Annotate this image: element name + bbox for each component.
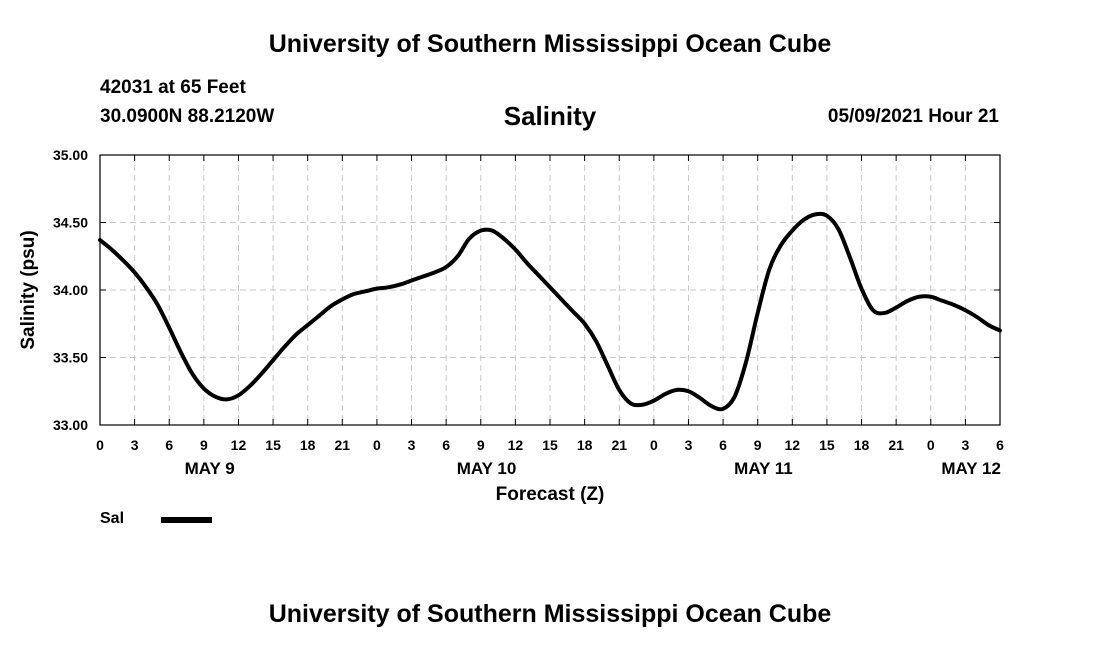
day-label: MAY 12 [941, 459, 1001, 478]
x-tick-label: 9 [754, 437, 762, 453]
x-tick-label: 18 [577, 437, 593, 453]
x-tick-label: 21 [888, 437, 904, 453]
x-tick-label: 9 [477, 437, 485, 453]
y-tick-label: 34.50 [53, 215, 88, 231]
x-tick-label: 9 [200, 437, 208, 453]
x-tick-label: 0 [373, 437, 381, 453]
y-tick-labels: 33.00 33.50 34.00 34.50 35.00 [53, 147, 88, 433]
footer-title: University of Southern Mississippi Ocean… [268, 600, 832, 628]
chart-title: Salinity [503, 101, 597, 131]
series-line-sal [98, 211, 1002, 412]
day-label: MAY 10 [457, 459, 517, 478]
x-tick-label: 0 [650, 437, 658, 453]
x-tick-label: 21 [611, 437, 627, 453]
x-axis-label: Forecast (Z) [496, 484, 605, 505]
x-tick-label: 12 [785, 437, 801, 453]
x-tick-label: 0 [927, 437, 935, 453]
day-labels: MAY 9 MAY 10 MAY 11 MAY 12 [185, 459, 1001, 478]
station-label: 42031 at 65 Feet [100, 77, 246, 98]
page-title: University of Southern Mississippi Ocean… [268, 30, 832, 58]
x-tick-label: 18 [854, 437, 870, 453]
day-label: MAY 11 [734, 459, 793, 478]
day-label: MAY 9 [185, 459, 235, 478]
y-tick-label: 34.00 [53, 282, 88, 298]
x-tick-label: 6 [442, 437, 450, 453]
x-tick-label: 6 [165, 437, 173, 453]
x-tick-label: 12 [508, 437, 524, 453]
legend-label: Sal [100, 510, 125, 527]
x-tick-label: 21 [335, 437, 351, 453]
x-tick-label: 0 [96, 437, 104, 453]
x-tick-label: 3 [685, 437, 693, 453]
grid-lines [100, 155, 1000, 425]
x-tick-label: 3 [131, 437, 139, 453]
x-tick-label: 15 [819, 437, 835, 453]
x-tick-label: 18 [300, 437, 316, 453]
y-axis-label: Salinity (psu) [18, 230, 39, 349]
coordinates-label: 30.0900N 88.2120W [100, 106, 275, 127]
y-tick-label: 33.50 [53, 350, 88, 366]
x-tick-label: 15 [265, 437, 281, 453]
legend-swatch [161, 517, 212, 523]
timestamp-label: 05/09/2021 Hour 21 [827, 106, 999, 127]
y-tick-label: 33.00 [53, 417, 88, 433]
plot-frame [99, 154, 1001, 426]
x-tick-labels: 0 3 6 9 12 15 18 21 0 3 6 9 12 15 18 21 0 3 6 9 12 15 18 21 0 3 6 [96, 437, 1004, 453]
x-tick-label: 6 [719, 437, 727, 453]
x-tick-label: 12 [231, 437, 247, 453]
x-tick-label: 6 [996, 437, 1004, 453]
x-tick-label: 3 [408, 437, 416, 453]
x-tick-label: 15 [542, 437, 558, 453]
y-tick-label: 35.00 [53, 147, 88, 163]
x-tick-label: 3 [961, 437, 969, 453]
